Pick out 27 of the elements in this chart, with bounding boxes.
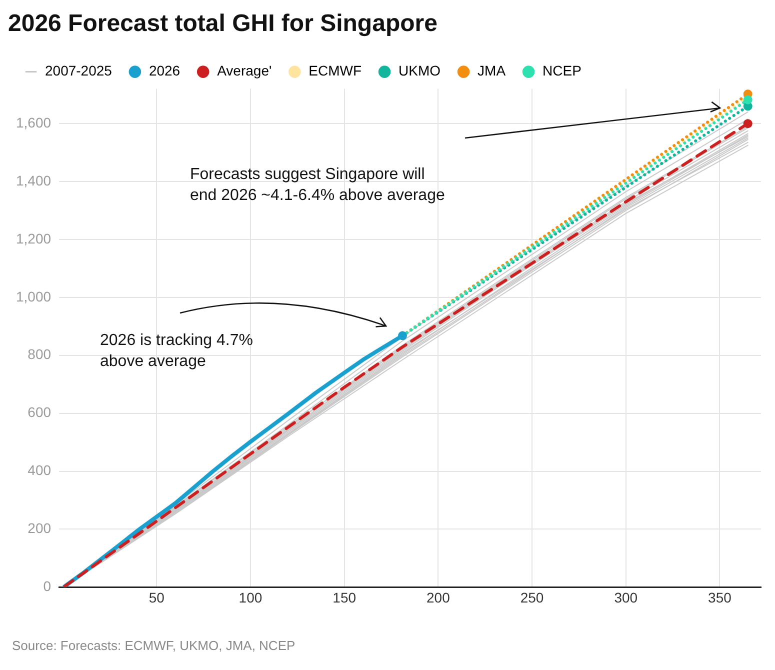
chart-title: 2026 Forecast total GHI for Singapore — [8, 10, 438, 38]
x-tick-label: 150 — [332, 589, 356, 606]
legend-label: UKMO — [398, 62, 441, 79]
annotation: 2026 is tracking 4.7% above average — [100, 331, 253, 372]
x-tick-label: 200 — [426, 589, 450, 606]
x-tick-label: 100 — [238, 589, 262, 606]
source-note: Source: Forecasts: ECMWF, UKMO, JMA, NCEP — [12, 638, 296, 653]
y-tick-label: 400 — [28, 462, 52, 478]
y-tick-label: 1,200 — [16, 230, 52, 246]
x-tick-label: 350 — [708, 589, 732, 606]
legend-label: JMA — [478, 62, 506, 79]
y-tick-label: 600 — [28, 404, 52, 420]
legend-label: NCEP — [542, 62, 582, 79]
y-tick-label: 1,600 — [16, 114, 52, 130]
x-tick-label: 300 — [614, 589, 638, 606]
y-tick-label: 800 — [28, 346, 52, 362]
x-tick-label: 250 — [520, 589, 544, 606]
y-tick-label: 200 — [28, 520, 52, 536]
y-tick-label: 1,000 — [16, 288, 52, 304]
legend-label: 2026 — [148, 62, 180, 79]
x-tick-label: 50 — [148, 589, 165, 606]
y-tick-label: 0 — [43, 578, 52, 594]
y-tick-label: 1,400 — [16, 172, 52, 188]
legend-label: 2007-2025 — [45, 62, 112, 79]
annotation: Forecasts suggest Singapore will end 2026 ~4.1-6.4% above average — [190, 165, 445, 206]
legend-label: Average' — [217, 62, 272, 79]
legend-label: ECMWF — [308, 62, 362, 79]
